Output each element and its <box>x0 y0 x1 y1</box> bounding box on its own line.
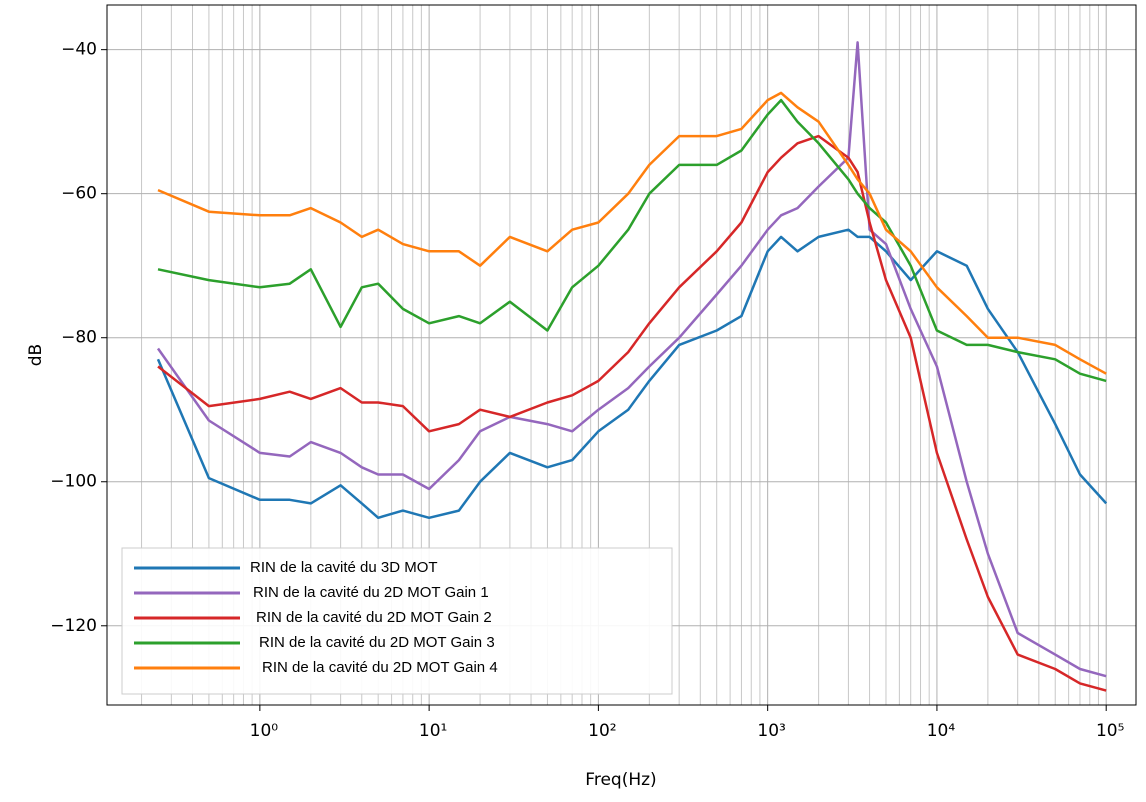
x-tick-label: 10¹ <box>419 721 447 741</box>
x-tick-label: 10² <box>588 721 616 741</box>
x-tick-label: 10⁵ <box>1096 721 1124 741</box>
x-axis-label: Freq(Hz) <box>585 770 656 790</box>
legend-label: RIN de la cavité du 2D MOT Gain 2 <box>256 609 492 626</box>
series-line <box>156 228 1108 520</box>
y-tick-label: −120 <box>50 616 97 636</box>
legend-box <box>121 547 673 695</box>
legend: RIN de la cavité du 3D MOT RIN de la cavi… <box>121 547 673 695</box>
y-axis-label: dB <box>26 344 46 366</box>
series-line <box>157 91 1107 375</box>
plot-frame <box>106 4 1137 706</box>
series-line <box>157 98 1107 383</box>
series-line <box>157 134 1107 692</box>
series-line <box>156 41 1107 678</box>
legend-label: RIN de la cavité du 2D MOT Gain 3 <box>259 634 495 651</box>
y-tick-label: −80 <box>61 328 97 348</box>
y-tick-label: −60 <box>61 184 97 204</box>
x-tick-label: 10⁰ <box>250 721 279 741</box>
legend-label: RIN de la cavité du 2D MOT Gain 4 <box>262 659 498 676</box>
legend-label: RIN de la cavité du 2D MOT Gain 1 <box>253 584 489 601</box>
x-tick-label: 10³ <box>757 721 785 741</box>
x-tick-label: 10⁴ <box>927 721 956 741</box>
y-tick-label: −100 <box>50 472 97 492</box>
y-tick-label: −40 <box>61 40 97 60</box>
legend-label: RIN de la cavité du 3D MOT <box>250 559 438 576</box>
